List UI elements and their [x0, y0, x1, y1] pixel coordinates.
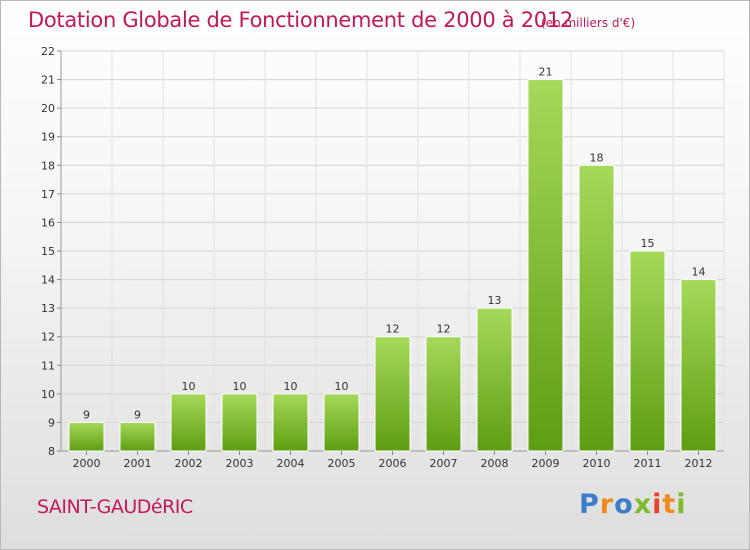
y-tick-label: 14 [41, 274, 55, 287]
bar [119, 421, 156, 452]
x-tick-label: 2003 [226, 457, 254, 470]
bar [221, 393, 258, 452]
y-tick-label: 11 [41, 359, 55, 372]
y-tick-label: 15 [41, 245, 55, 258]
bar [680, 279, 717, 452]
bar-value-label: 14 [692, 266, 706, 279]
bar-value-label: 21 [539, 66, 553, 79]
y-tick-label: 13 [41, 302, 55, 315]
y-tick-label: 12 [41, 331, 55, 344]
x-tick-label: 2000 [73, 457, 101, 470]
bar [527, 79, 564, 452]
bar [425, 336, 462, 452]
x-tick-label: 2005 [328, 457, 356, 470]
y-tick-label: 18 [41, 159, 55, 172]
data-labels: 9 9 10 10 10 10 12 12 13 21 18 15 14 [83, 66, 706, 422]
y-tick-label: 22 [41, 45, 55, 58]
x-tick-label: 2007 [430, 457, 458, 470]
x-tick-label: 2002 [175, 457, 203, 470]
logo-letter: x [633, 489, 653, 520]
logo-letter: r [599, 489, 615, 520]
logo-letter: i [676, 489, 687, 520]
bar-value-label: 12 [437, 323, 451, 336]
bar [272, 393, 309, 452]
x-tick-label: 2010 [583, 457, 611, 470]
y-tick-label: 21 [41, 74, 55, 87]
logo-letter: o [614, 489, 634, 520]
y-tick-label: 8 [48, 445, 55, 458]
bar [170, 393, 207, 452]
y-tick-label: 9 [48, 416, 55, 429]
logo-letter: i [652, 489, 663, 520]
y-tick-label: 16 [41, 216, 55, 229]
commune-name: SAINT-GAUDéRIC [37, 496, 193, 518]
bar-value-label: 10 [182, 380, 196, 393]
bar [374, 336, 411, 452]
logo-letter: P [579, 489, 600, 520]
x-tick-label: 2004 [277, 457, 305, 470]
bar-value-label: 13 [488, 294, 502, 307]
bar-value-label: 10 [284, 380, 298, 393]
bars [68, 79, 717, 452]
bar [629, 250, 666, 452]
x-tick-label: 2012 [685, 457, 713, 470]
proxiti-logo: Proxiti [579, 489, 687, 520]
bar-value-label: 9 [83, 408, 90, 421]
bar-value-label: 12 [386, 323, 400, 336]
chart-title: Dotation Globale de Fonctionnement de 20… [28, 8, 573, 32]
x-tick-label: 2001 [124, 457, 152, 470]
y-tick-label: 19 [41, 131, 55, 144]
logo-letter: t [662, 489, 677, 520]
y-tick-label: 17 [41, 188, 55, 201]
x-tick-label: 2006 [379, 457, 407, 470]
bar-value-label: 10 [335, 380, 349, 393]
bar [68, 421, 105, 452]
x-axis: 2000 2001 2002 2003 2004 2005 2006 2007 2008 2009… [73, 451, 713, 470]
x-tick-label: 2009 [532, 457, 560, 470]
y-tick-label: 10 [41, 388, 55, 401]
y-tick-label: 20 [41, 102, 55, 115]
x-tick-label: 2008 [481, 457, 509, 470]
bar [323, 393, 360, 452]
bar [578, 164, 615, 452]
bar-value-label: 18 [590, 151, 604, 164]
x-tick-label: 2011 [634, 457, 662, 470]
bar-value-label: 15 [641, 237, 655, 250]
bar-value-label: 10 [233, 380, 247, 393]
bar-value-label: 9 [134, 408, 141, 421]
chart-subtitle: (en milliers d'€) [541, 16, 636, 30]
bar [476, 307, 513, 452]
